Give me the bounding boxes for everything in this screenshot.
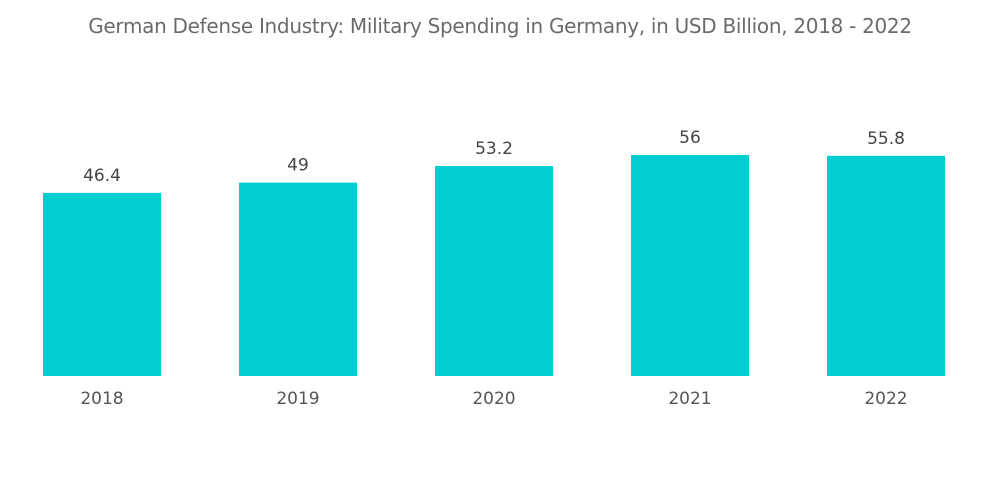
data-label-2021: 56 [679, 128, 701, 148]
chart-title: German Defense Industry: Military Spendi… [88, 14, 912, 38]
x-tick-label-2021: 2021 [668, 389, 711, 409]
data-label-2022: 55.8 [867, 129, 905, 149]
bar-2022 [827, 155, 945, 376]
bar-2020 [435, 166, 553, 376]
data-label-2018: 46.4 [83, 166, 121, 186]
data-label-2020: 53.2 [475, 139, 513, 159]
data-label-2019: 49 [287, 156, 309, 176]
x-tick-label-2022: 2022 [864, 389, 907, 409]
x-tick-label-2020: 2020 [472, 389, 515, 409]
bar-2021 [631, 155, 749, 376]
bar-2018 [43, 192, 161, 376]
x-tick-label-2018: 2018 [80, 389, 123, 409]
bar-2019 [239, 182, 357, 376]
x-tick-label-2019: 2019 [276, 389, 319, 409]
